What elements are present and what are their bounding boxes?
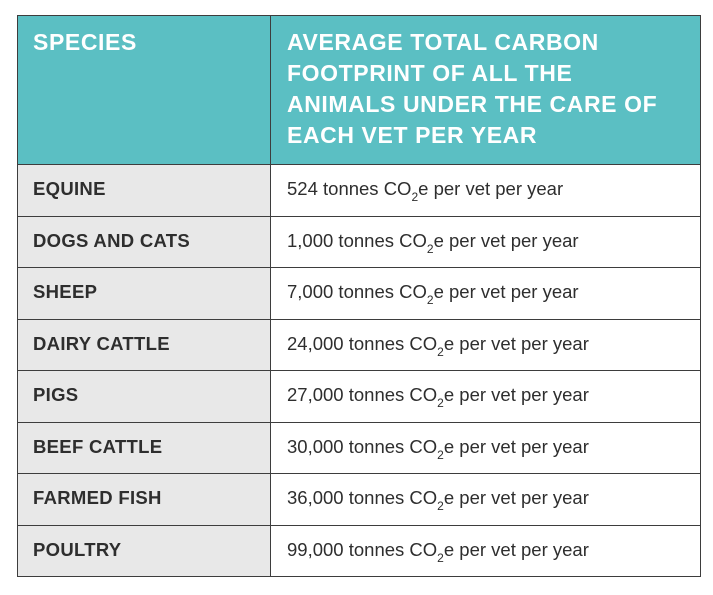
table-header: SPECIES AVERAGE TOTAL CARBON FOOTPRINT O… <box>17 15 701 165</box>
unit-text-pre: tonnes CO <box>343 332 438 354</box>
unit-subscript: 2 <box>437 447 444 462</box>
unit-text-post: e per vet per year <box>433 229 579 251</box>
species-cell: FARMED FISH <box>17 473 271 526</box>
unit-subscript: 2 <box>437 550 444 565</box>
species-cell: BEEF CATTLE <box>17 421 271 474</box>
footprint-cell: 99,000 tonnes CO2e per vet per year <box>270 524 701 577</box>
table-row: BEEF CATTLE 30,000 tonnes CO2e per vet pe… <box>17 421 701 474</box>
footprint-value: 1,000 <box>287 229 334 251</box>
table-row: POULTRY 99,000 tonnes CO2e per vet per ye… <box>17 524 701 577</box>
species-cell: EQUINE <box>17 164 271 217</box>
footprint-cell: 524 tonnes CO2e per vet per year <box>270 164 701 217</box>
carbon-footprint-table-container: SPECIES AVERAGE TOTAL CARBON FOOTPRINT O… <box>17 15 701 577</box>
table-row: FARMED FISH 36,000 tonnes CO2e per vet pe… <box>17 473 701 526</box>
unit-text-pre: tonnes CO <box>317 178 412 200</box>
table-row: SHEEP 7,000 tonnes CO2e per vet per year <box>17 267 701 320</box>
unit-text-post: e per vet per year <box>443 332 589 354</box>
unit-subscript: 2 <box>411 190 419 205</box>
footprint-value: 30,000 <box>287 435 344 457</box>
header-footprint-label: AVERAGE TOTAL CARBON FOOTPRINT OF ALL TH… <box>287 29 658 148</box>
table-row: EQUINE 524 tonnes CO2e per vet per year <box>17 164 701 217</box>
unit-text-post: e per vet per year <box>443 487 589 509</box>
footprint-value: 99,000 <box>287 538 344 560</box>
unit-subscript: 2 <box>437 344 444 359</box>
species-cell: SHEEP <box>17 267 271 320</box>
unit-text-pre: tonnes CO <box>343 487 438 509</box>
unit-subscript: 2 <box>437 396 444 411</box>
unit-text-post: e per vet per year <box>418 178 564 200</box>
unit-text-pre: tonnes CO <box>343 538 438 560</box>
footprint-value: 27,000 <box>287 384 344 406</box>
unit-subscript: 2 <box>426 241 434 256</box>
unit-text-pre: tonnes CO <box>333 281 427 303</box>
table-row: PIGS 27,000 tonnes CO2e per vet per year <box>17 370 701 423</box>
footprint-cell: 7,000 tonnes CO2e per vet per year <box>270 267 701 320</box>
species-cell: POULTRY <box>17 524 271 577</box>
header-species-label: SPECIES <box>33 29 137 55</box>
unit-text-pre: tonnes CO <box>343 384 438 406</box>
footprint-value: 7,000 <box>287 281 334 303</box>
carbon-footprint-table: SPECIES AVERAGE TOTAL CARBON FOOTPRINT O… <box>17 15 701 577</box>
footprint-cell: 24,000 tonnes CO2e per vet per year <box>270 318 701 371</box>
species-cell: DAIRY CATTLE <box>17 318 271 371</box>
footprint-value: 524 <box>287 178 318 200</box>
header-row: SPECIES AVERAGE TOTAL CARBON FOOTPRINT O… <box>17 15 701 165</box>
species-cell: DOGS AND CATS <box>17 215 271 268</box>
footprint-cell: 30,000 tonnes CO2e per vet per year <box>270 421 701 474</box>
unit-text-post: e per vet per year <box>443 435 589 457</box>
footprint-cell: 1,000 tonnes CO2e per vet per year <box>270 215 701 268</box>
footprint-value: 24,000 <box>287 332 344 354</box>
unit-subscript: 2 <box>437 499 444 514</box>
footprint-cell: 27,000 tonnes CO2e per vet per year <box>270 370 701 423</box>
unit-text-pre: tonnes CO <box>343 435 438 457</box>
header-species: SPECIES <box>17 15 271 165</box>
footprint-cell: 36,000 tonnes CO2e per vet per year <box>270 473 701 526</box>
unit-text-post: e per vet per year <box>433 281 579 303</box>
species-cell: PIGS <box>17 370 271 423</box>
unit-text-post: e per vet per year <box>443 384 589 406</box>
unit-subscript: 2 <box>426 293 434 308</box>
unit-text-post: e per vet per year <box>443 538 589 560</box>
header-footprint: AVERAGE TOTAL CARBON FOOTPRINT OF ALL TH… <box>270 15 701 165</box>
table-row: DAIRY CATTLE 24,000 tonnes CO2e per vet p… <box>17 318 701 371</box>
footprint-value: 36,000 <box>287 487 344 509</box>
unit-text-pre: tonnes CO <box>333 229 427 251</box>
table-body: EQUINE 524 tonnes CO2e per vet per year DO… <box>17 164 701 577</box>
table-row: DOGS AND CATS 1,000 tonnes CO2e per vet p… <box>17 215 701 268</box>
